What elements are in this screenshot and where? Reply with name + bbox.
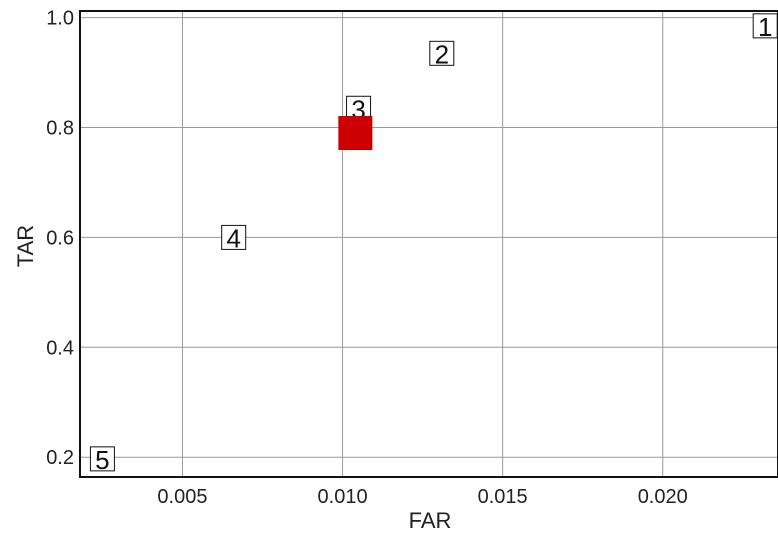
x-tick-label: 0.005 — [157, 486, 207, 508]
y-tick-label: 1.0 — [46, 8, 74, 30]
y-tick-label: 0.6 — [46, 227, 74, 249]
point-marker-box — [429, 40, 455, 66]
data-point: 1 — [752, 12, 778, 42]
x-tick-label: 0.015 — [478, 486, 528, 508]
point-label: 1 — [758, 12, 772, 42]
point-marker-box — [221, 224, 247, 250]
y-tick-label: 0.8 — [46, 118, 74, 140]
y-tick-label: 0.2 — [46, 447, 74, 469]
x-axis-label: FAR — [409, 508, 452, 533]
x-tick-label: 0.020 — [638, 486, 688, 508]
grid — [80, 11, 778, 477]
y-tick-labels: 0.2 0.4 0.6 0.8 1.0 — [46, 8, 74, 470]
y-axis-label: TAR — [13, 225, 38, 267]
data-point: 5 — [89, 445, 115, 475]
x-tick-label: 0.010 — [318, 486, 368, 508]
data-point: 4 — [221, 223, 247, 253]
y-tick-label: 0.4 — [46, 337, 74, 359]
x-tick-labels: 0.005 0.010 0.015 0.020 — [157, 486, 687, 508]
plot-frame — [79, 10, 778, 478]
point-label: 2 — [435, 39, 449, 69]
point-marker-box — [89, 446, 115, 472]
highlight-marker — [338, 115, 373, 150]
point-label: 4 — [226, 223, 240, 253]
data-point: 2 — [429, 39, 455, 69]
point-label: 5 — [95, 445, 109, 475]
